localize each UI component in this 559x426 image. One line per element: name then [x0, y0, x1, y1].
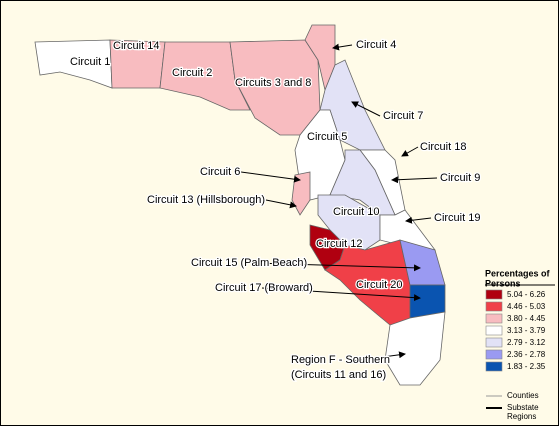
legend-swatch — [485, 337, 503, 348]
legend-swatch — [485, 301, 503, 312]
legend-label: 3.13 - 3.79 — [507, 326, 546, 335]
arrow — [332, 43, 353, 51]
label: (Circuits 11 and 16) — [291, 369, 386, 381]
legend-label: 2.36 - 2.78 — [507, 350, 546, 359]
label: Circuits 3 and 8 — [235, 77, 311, 89]
arrow — [391, 176, 438, 184]
legend-label: 2.79 - 3.12 — [507, 338, 546, 347]
label: Circuit 14 — [113, 40, 159, 52]
labels: Circuit 1 Circuit 14 Circuit 2 Circuits … — [69, 38, 482, 383]
label: Circuit 2 — [172, 67, 212, 79]
label: Circuit 1 — [70, 56, 110, 68]
arrow — [261, 287, 421, 302]
arrow — [240, 171, 301, 183]
legend-swatch — [485, 349, 503, 360]
label: Circuit 20 — [356, 279, 402, 291]
legend-title: Persons — [485, 278, 521, 288]
label: Circuit 5 — [307, 131, 347, 143]
region — [384, 311, 446, 386]
label: Circuit 13 (Hillsborough) — [147, 194, 265, 206]
legend-label: Regions — [507, 412, 536, 421]
legend-label: 3.80 - 4.45 — [507, 314, 546, 323]
legend-label: 1.83 - 2.35 — [507, 362, 546, 371]
label: Region F - Southern — [291, 354, 390, 366]
legend-swatch — [485, 361, 503, 372]
label: Circuit 19 — [434, 212, 480, 224]
legend-title: Percentages of — [485, 268, 551, 278]
arrow — [344, 351, 406, 363]
arrow — [401, 146, 419, 157]
arrow — [253, 262, 421, 272]
regions — [34, 24, 446, 386]
label: Circuit 12 — [316, 238, 362, 250]
arrow — [405, 216, 432, 224]
legend-label: Substate — [507, 403, 539, 412]
legend-label: 4.46 - 5.03 — [507, 302, 546, 311]
label: Circuit 15 (Palm Beach) — [191, 257, 307, 269]
legend-swatch — [485, 289, 503, 300]
label: Circuit 17 (Broward) — [215, 282, 313, 294]
arrows — [240, 43, 438, 363]
label: Circuit 7 — [383, 110, 423, 122]
label: Circuit 4 — [356, 39, 396, 51]
label: Circuit 6 — [200, 166, 240, 178]
label: Circuit 10 — [333, 206, 379, 218]
legend-label: 5.04 - 6.26 — [507, 290, 546, 299]
arrow — [265, 199, 297, 209]
label: Circuit 18 — [420, 141, 466, 153]
legend-label: Counties — [507, 391, 539, 400]
arrow — [351, 101, 381, 117]
legend-swatch — [485, 325, 503, 336]
legend-swatch — [485, 313, 503, 324]
label: Circuit 9 — [440, 172, 480, 184]
